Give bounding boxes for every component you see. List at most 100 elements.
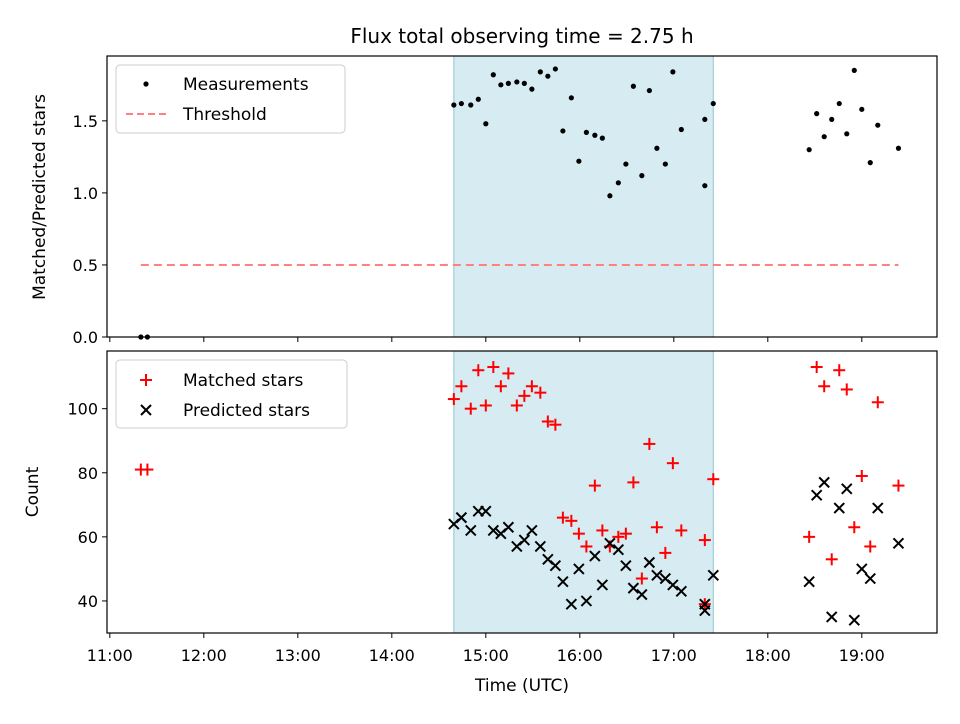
predicted-star-marker — [557, 576, 569, 588]
measurement-point — [836, 100, 842, 107]
measurement-point — [639, 173, 645, 179]
predicted-star-marker — [848, 614, 860, 626]
matched-star-marker — [502, 367, 515, 380]
predicted-star-marker — [487, 524, 500, 537]
matched-star-marker — [848, 521, 861, 534]
predicted-star-marker — [826, 611, 838, 623]
predicted-star-marker — [455, 511, 468, 524]
matched-star-marker — [525, 380, 538, 393]
legend-label-predicted: Predicted stars — [183, 401, 310, 421]
measurement-point — [552, 66, 558, 72]
legend-label-matched: Matched stars — [183, 371, 303, 391]
measurement-point — [615, 180, 621, 186]
matched-star-marker — [635, 572, 648, 585]
y-tick-label: 100 — [67, 400, 98, 419]
measurement-point — [851, 67, 857, 74]
matched-star-marker — [612, 530, 625, 543]
measurement-point — [859, 106, 865, 112]
x-tick-label: 18:00 — [745, 646, 791, 665]
legend-bottom: Matched stars Predicted stars — [115, 359, 348, 429]
measurement-point — [844, 131, 850, 137]
measurement-point — [483, 121, 489, 127]
matched-star-marker — [494, 380, 507, 393]
measurement-point — [867, 160, 873, 166]
x-tick-label: 17:00 — [651, 646, 697, 665]
predicted-star-marker — [856, 563, 868, 575]
predicted-star-marker — [872, 502, 884, 514]
measurement-point — [806, 147, 812, 153]
matched-star-marker — [556, 511, 569, 524]
predicted-star-marker — [612, 543, 625, 556]
y-axis-label-bottom: Count — [23, 466, 43, 517]
measurement-point — [505, 80, 511, 86]
matched-star-marker — [619, 527, 632, 540]
predicted-star-marker — [465, 524, 477, 537]
y-tick-label: 40 — [78, 592, 98, 611]
matched-star-marker — [447, 393, 460, 406]
predicted-star-marker — [518, 534, 531, 546]
x-tick-label: 11:00 — [87, 646, 133, 665]
y-tick-label: 60 — [78, 528, 98, 547]
matched-star-marker — [666, 457, 679, 470]
matched-star-marker — [675, 524, 688, 537]
matched-star-marker — [855, 469, 868, 482]
legend-marker-matched — [140, 374, 152, 386]
measurement-point — [537, 69, 543, 75]
y-axis-label-top: Matched/Predicted stars — [30, 94, 50, 300]
measurement-point — [895, 145, 902, 151]
legend-label-threshold: Threshold — [182, 105, 267, 125]
x-axis-label: Time (UTC) — [474, 676, 569, 696]
measurement-point — [498, 82, 504, 88]
predicted-star-marker — [565, 598, 578, 610]
matched-star-marker — [565, 514, 578, 527]
measurement-point — [654, 145, 660, 151]
y-tick-label: 0.0 — [73, 328, 98, 347]
legend-box-top — [115, 64, 346, 134]
measurement-point — [821, 134, 827, 140]
predicted-star-marker — [675, 585, 688, 598]
matched-star-marker — [803, 530, 816, 543]
highlight-span-top — [453, 55, 714, 338]
matched-star-marker — [810, 361, 823, 374]
matched-star-marker — [643, 437, 656, 450]
matched-star-marker — [549, 418, 562, 431]
measurement-point — [458, 100, 464, 107]
predicted-star-marker — [864, 572, 876, 585]
measurement-point — [599, 135, 605, 141]
legend-label-measurements: Measurements — [183, 75, 309, 95]
matched-star-marker — [825, 553, 838, 566]
highlight-span-bottom — [453, 350, 714, 634]
matched-star-marker — [541, 415, 554, 428]
predicted-star-marker — [841, 483, 853, 495]
matched-star-marker — [627, 476, 640, 489]
measurement-point — [529, 86, 535, 92]
predicted-star-marker — [480, 505, 492, 517]
measurement-point — [662, 161, 668, 167]
matched-star-marker — [141, 463, 154, 476]
measurement-point — [678, 126, 684, 133]
y-tick-label: 1.5 — [73, 112, 98, 131]
matched-star-marker — [588, 479, 601, 492]
predicted-star-marker — [526, 524, 538, 537]
matched-star-marker — [510, 399, 523, 412]
predicted-star-marker — [833, 502, 845, 514]
legend-top: Measurements Threshold — [115, 64, 346, 134]
axes-frame-top — [106, 55, 938, 338]
y-tick-label: 80 — [78, 464, 98, 483]
matched-star-marker — [833, 364, 846, 377]
predicted-star-marker — [627, 582, 640, 594]
panel-counts: 40 60 80 100 11:00 12:00 13:00 14:00 15:00 16:00… — [23, 350, 938, 696]
measurement-point — [576, 158, 582, 164]
measurement-point — [646, 87, 652, 94]
measurement-point — [814, 111, 820, 117]
predicted-star-marker — [810, 489, 823, 501]
predicted-star-marker — [892, 537, 905, 549]
measurement-point — [829, 116, 835, 123]
measurement-point — [583, 129, 589, 135]
predicted-star-marker — [643, 556, 656, 569]
axes-frame-bottom — [106, 350, 938, 634]
matched-star-marker — [472, 364, 485, 377]
predicted-star-marker — [667, 579, 679, 591]
measurement-point — [592, 132, 598, 138]
